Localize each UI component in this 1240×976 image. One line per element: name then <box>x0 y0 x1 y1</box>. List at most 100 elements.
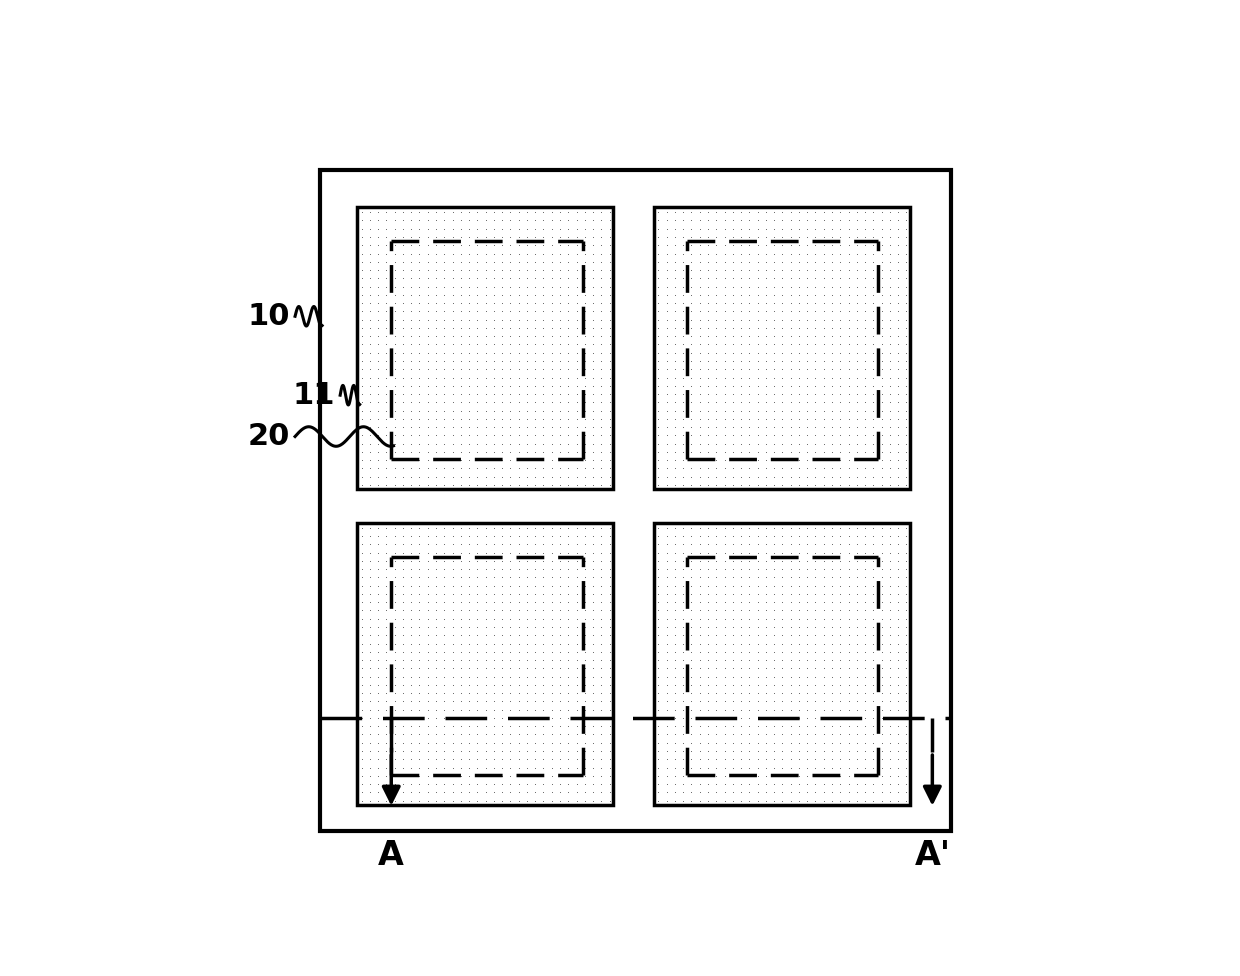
Point <box>384 386 404 402</box>
Point <box>508 403 528 419</box>
Point <box>402 594 422 610</box>
Point <box>897 287 916 303</box>
Point <box>880 553 900 569</box>
Point <box>897 304 916 319</box>
Point <box>732 403 751 419</box>
Point <box>459 403 479 419</box>
Point <box>806 304 826 319</box>
Point <box>476 669 496 684</box>
Point <box>558 453 578 468</box>
Point <box>352 578 372 593</box>
Point <box>451 436 471 452</box>
Point <box>451 312 471 328</box>
Point <box>377 420 397 435</box>
Point <box>427 570 446 586</box>
Point <box>567 221 587 236</box>
Point <box>484 793 503 808</box>
Point <box>863 685 883 701</box>
Point <box>863 237 883 253</box>
Point <box>682 793 702 808</box>
Point <box>377 644 397 660</box>
Point <box>600 337 620 352</box>
Point <box>649 587 668 602</box>
Point <box>484 644 503 660</box>
Point <box>698 685 718 701</box>
Point <box>393 661 413 676</box>
Point <box>360 345 379 360</box>
Point <box>484 553 503 569</box>
Point <box>533 743 553 758</box>
Point <box>377 603 397 619</box>
Point <box>723 685 743 701</box>
Point <box>789 361 808 377</box>
Point <box>863 702 883 717</box>
Point <box>707 603 727 619</box>
Point <box>723 378 743 393</box>
Point <box>732 711 751 726</box>
Point <box>352 694 372 710</box>
Point <box>698 793 718 808</box>
Point <box>847 394 867 410</box>
Point <box>409 361 429 377</box>
Point <box>492 727 512 743</box>
Point <box>756 635 776 651</box>
Point <box>748 229 768 245</box>
Point <box>360 776 379 792</box>
Point <box>484 652 503 668</box>
Point <box>567 561 587 577</box>
Point <box>434 279 454 295</box>
Point <box>773 304 792 319</box>
Point <box>575 694 595 710</box>
Point <box>600 711 620 726</box>
Point <box>888 436 908 452</box>
Point <box>526 561 546 577</box>
Point <box>831 587 851 602</box>
Point <box>813 328 833 344</box>
Point <box>789 444 808 460</box>
Point <box>707 652 727 668</box>
Point <box>517 453 537 468</box>
Point <box>649 793 668 808</box>
Point <box>567 420 587 435</box>
Point <box>352 652 372 668</box>
Point <box>665 337 684 352</box>
Point <box>689 221 709 236</box>
Point <box>723 279 743 295</box>
Point <box>888 752 908 767</box>
Point <box>756 545 776 560</box>
Point <box>806 296 826 311</box>
Point <box>732 221 751 236</box>
Point <box>838 328 858 344</box>
Point <box>384 444 404 460</box>
Point <box>508 578 528 593</box>
Point <box>418 279 438 295</box>
Point <box>707 669 727 684</box>
Point <box>434 204 454 220</box>
Point <box>764 394 784 410</box>
Point <box>591 345 611 360</box>
Point <box>732 768 751 784</box>
Point <box>501 711 521 726</box>
Point <box>863 727 883 743</box>
Point <box>368 461 388 476</box>
Point <box>856 685 875 701</box>
Point <box>492 468 512 484</box>
Point <box>797 221 817 236</box>
Point <box>739 661 759 676</box>
Point <box>781 312 801 328</box>
Point <box>872 254 892 269</box>
Point <box>673 304 693 319</box>
Point <box>451 594 471 610</box>
Point <box>673 461 693 476</box>
Point <box>377 793 397 808</box>
Point <box>872 361 892 377</box>
Point <box>517 420 537 435</box>
Point <box>393 263 413 278</box>
Point <box>789 759 808 775</box>
Point <box>723 578 743 593</box>
Point <box>813 628 833 643</box>
Point <box>872 752 892 767</box>
Point <box>402 711 422 726</box>
Point <box>789 669 808 684</box>
Point <box>567 694 587 710</box>
